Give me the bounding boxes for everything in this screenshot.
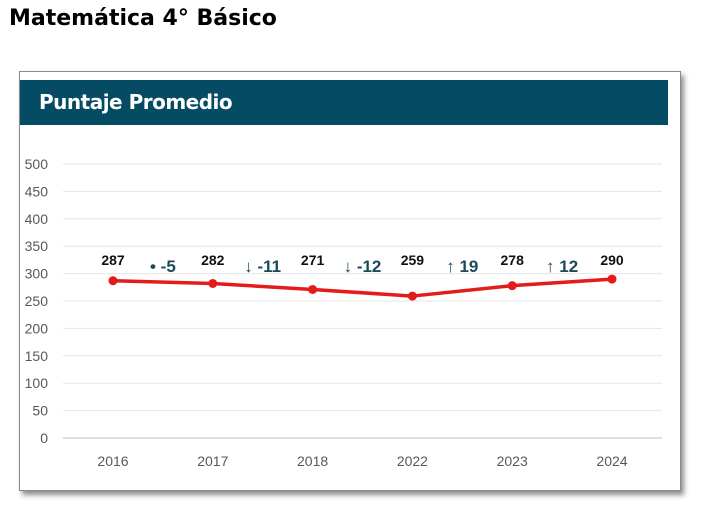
series-line-path bbox=[112, 277, 613, 298]
change-label: ↓ -12 bbox=[344, 257, 382, 276]
data-label: 287 bbox=[101, 252, 125, 268]
x-tick-label: 2024 bbox=[596, 453, 627, 469]
y-tick-label: 450 bbox=[25, 183, 49, 199]
data-point bbox=[507, 281, 517, 291]
x-tick-label: 2018 bbox=[297, 453, 328, 469]
data-labels: 287 282 271 259 278 290 bbox=[101, 252, 624, 268]
series-line bbox=[112, 277, 613, 298]
change-label: • -5 bbox=[150, 257, 176, 276]
data-point bbox=[308, 284, 318, 294]
y-tick-label: 150 bbox=[25, 348, 49, 364]
y-tick-label: 250 bbox=[25, 293, 49, 309]
card-header: Puntaje Promedio bbox=[20, 80, 668, 125]
data-point bbox=[607, 274, 617, 284]
x-tick-label: 2022 bbox=[397, 453, 428, 469]
page-title: Matemática 4° Básico bbox=[9, 6, 277, 31]
y-tick-label: 0 bbox=[40, 430, 48, 446]
y-tick-label: 350 bbox=[25, 238, 49, 254]
x-tick-label: 2017 bbox=[197, 453, 228, 469]
y-axis-tick-labels: 0 50 100 150 200 250 300 350 400 450 500 bbox=[25, 156, 49, 446]
x-axis-tick-labels: 2016 2017 2018 2022 2023 2024 bbox=[97, 453, 627, 469]
data-label: 271 bbox=[301, 252, 325, 268]
x-tick-label: 2023 bbox=[497, 453, 528, 469]
series-points bbox=[108, 274, 617, 301]
change-labels: • -5 ↓ -11 ↓ -12 ↑ 19 ↑ 12 bbox=[150, 257, 578, 276]
y-tick-label: 200 bbox=[25, 320, 49, 336]
y-tick-label: 400 bbox=[25, 211, 49, 227]
change-label: ↑ 12 bbox=[546, 257, 578, 276]
x-tick-label: 2016 bbox=[97, 453, 128, 469]
data-label: 282 bbox=[201, 252, 225, 268]
y-tick-label: 100 bbox=[25, 375, 49, 391]
change-label: ↑ 19 bbox=[446, 257, 478, 276]
card-title: Puntaje Promedio bbox=[39, 90, 233, 114]
y-tick-label: 300 bbox=[25, 266, 49, 282]
change-label: ↓ -11 bbox=[244, 257, 281, 276]
data-label: 290 bbox=[600, 252, 624, 268]
y-tick-label: 500 bbox=[25, 156, 49, 172]
data-point bbox=[407, 291, 417, 301]
data-label: 259 bbox=[401, 252, 425, 268]
y-tick-label: 50 bbox=[32, 403, 48, 419]
data-point bbox=[208, 278, 218, 288]
data-label: 278 bbox=[501, 252, 525, 268]
chart-card: Puntaje Promedio 0 50 100 150 200 250 300 350 40… bbox=[19, 71, 681, 491]
data-point bbox=[108, 276, 118, 286]
grid-lines bbox=[63, 163, 662, 439]
